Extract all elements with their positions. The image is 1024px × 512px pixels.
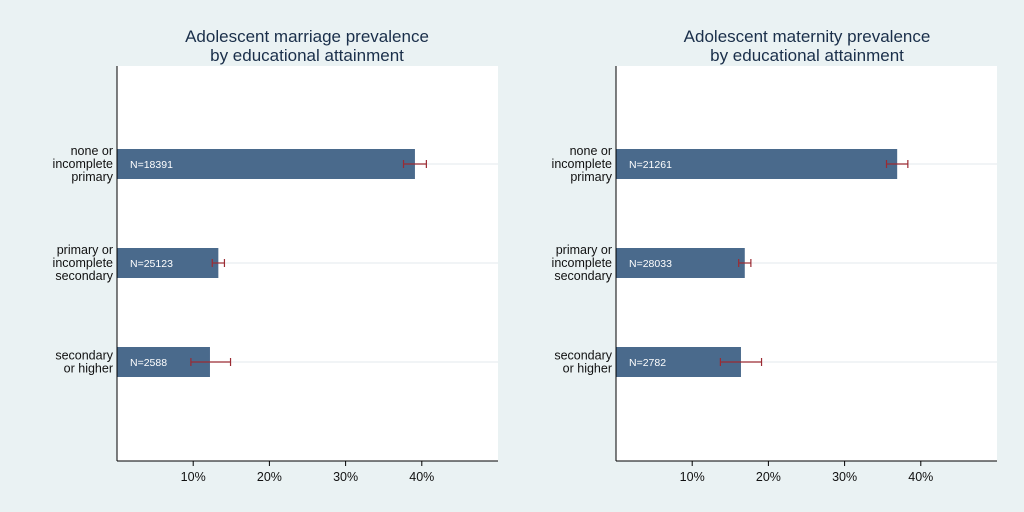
- category-label-line: primary: [570, 170, 612, 184]
- category-label-line: primary or: [556, 243, 612, 257]
- category-label-line: secondary: [554, 269, 612, 283]
- category-label-line: incomplete: [552, 256, 612, 270]
- category-label-line: secondary: [554, 349, 612, 363]
- bar-n-label: N=2782: [629, 357, 666, 369]
- category-label: secondary or higher: [55, 349, 113, 376]
- category-label: none or incomplete primary: [552, 144, 613, 184]
- bar-n-label: N=25123: [130, 258, 173, 270]
- category-label-line: or higher: [64, 362, 113, 376]
- category-label-line: primary or: [57, 243, 113, 257]
- category-label-line: incomplete: [552, 157, 612, 171]
- bar-n-label: N=28033: [629, 258, 672, 270]
- x-tick-label: 10%: [680, 470, 705, 484]
- bar: [616, 248, 745, 278]
- x-tick-label: 40%: [409, 470, 434, 484]
- x-tick-label: 30%: [333, 470, 358, 484]
- bar-n-label: N=18391: [130, 159, 173, 171]
- category-label: none or incomplete primary: [53, 144, 114, 184]
- category-label-line: none or: [71, 144, 113, 158]
- x-tick-label: 40%: [908, 470, 933, 484]
- category-label-line: secondary: [55, 269, 113, 283]
- category-label-line: primary: [71, 170, 113, 184]
- x-tick-label: 20%: [756, 470, 781, 484]
- category-label-line: incomplete: [53, 256, 113, 270]
- category-label: secondary or higher: [554, 349, 612, 376]
- chart-title-line: by educational attainment: [710, 46, 904, 65]
- category-label: primary or incomplete secondary: [552, 243, 613, 283]
- chart-title-line: Adolescent maternity prevalence: [684, 27, 931, 46]
- bar-n-label: N=21261: [629, 159, 672, 171]
- category-label-line: secondary: [55, 349, 113, 363]
- category-label-line: or higher: [563, 362, 612, 376]
- x-tick-label: 20%: [257, 470, 282, 484]
- bar-n-label: N=2588: [130, 357, 167, 369]
- category-label-line: incomplete: [53, 157, 113, 171]
- category-label: primary or incomplete secondary: [53, 243, 114, 283]
- category-label-line: none or: [570, 144, 612, 158]
- chart-title-line: by educational attainment: [210, 46, 404, 65]
- x-tick-label: 30%: [832, 470, 857, 484]
- bar: [117, 149, 415, 179]
- bar: [616, 149, 898, 179]
- chart-title-line: Adolescent marriage prevalence: [185, 27, 429, 46]
- bar: [117, 248, 219, 278]
- x-tick-label: 10%: [181, 470, 206, 484]
